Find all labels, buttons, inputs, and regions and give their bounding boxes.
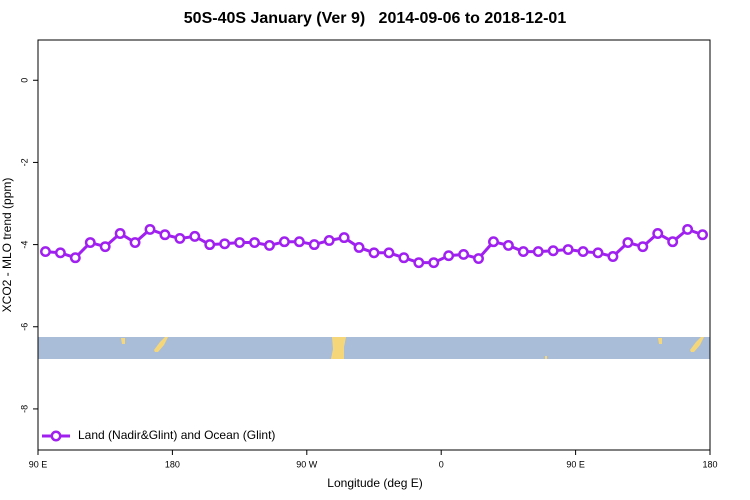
point (383, 247, 395, 259)
x-tick-label: 180 (165, 459, 180, 469)
point (114, 228, 126, 239)
point (174, 232, 186, 244)
point (249, 237, 260, 248)
y-axis-label: XCO2 - MLO trend (ppm) (0, 178, 14, 313)
x-tick-label: 90 E (566, 459, 585, 469)
point (69, 252, 81, 264)
point (278, 236, 290, 248)
point (667, 236, 679, 248)
point (84, 237, 96, 248)
point (144, 223, 156, 235)
point (129, 237, 141, 248)
point (413, 257, 425, 269)
point (577, 246, 589, 258)
point (622, 237, 634, 248)
y-tick-label: -2 (19, 158, 29, 166)
point (547, 245, 559, 257)
x-axis-label: Longitude (deg E) (327, 476, 422, 490)
legend-label: Land (Nadir&Glint) and Ocean (Glint) (78, 428, 275, 442)
point (592, 247, 604, 259)
point (562, 244, 574, 255)
point (428, 257, 440, 269)
point (234, 237, 246, 248)
legend-marker (50, 430, 62, 442)
map-strip (38, 337, 710, 359)
point (189, 230, 201, 242)
point (264, 239, 275, 251)
point (353, 242, 365, 253)
y-tick-label: -8 (19, 405, 29, 413)
point (368, 247, 380, 259)
point (488, 236, 499, 248)
point (607, 251, 619, 262)
point (637, 241, 649, 253)
point (398, 252, 410, 264)
point (308, 239, 320, 251)
point (323, 235, 335, 246)
point (159, 229, 171, 241)
point (54, 247, 66, 259)
point (652, 228, 664, 239)
point (473, 253, 484, 265)
point (219, 238, 231, 250)
ocean-band (38, 337, 710, 359)
point (204, 239, 216, 251)
point (517, 246, 529, 258)
point (293, 236, 305, 248)
y-tick-label: -6 (19, 323, 29, 331)
y-tick-label: -4 (19, 241, 29, 249)
point (532, 246, 544, 258)
point (443, 250, 455, 262)
point (458, 248, 470, 260)
x-tick-label: 90 W (296, 459, 318, 469)
x-tick-label: 180 (702, 459, 717, 469)
point (502, 239, 514, 251)
point (697, 229, 708, 241)
point (338, 232, 350, 244)
point (40, 246, 51, 258)
y-tick-label: 0 (19, 78, 29, 83)
x-tick-label: 90 E (29, 459, 48, 469)
point (682, 223, 694, 235)
chart-title: 50S-40S January (Ver 9) 2014-09-06 to 20… (184, 10, 567, 27)
point (99, 241, 111, 253)
x-tick-label: 0 (439, 459, 444, 469)
